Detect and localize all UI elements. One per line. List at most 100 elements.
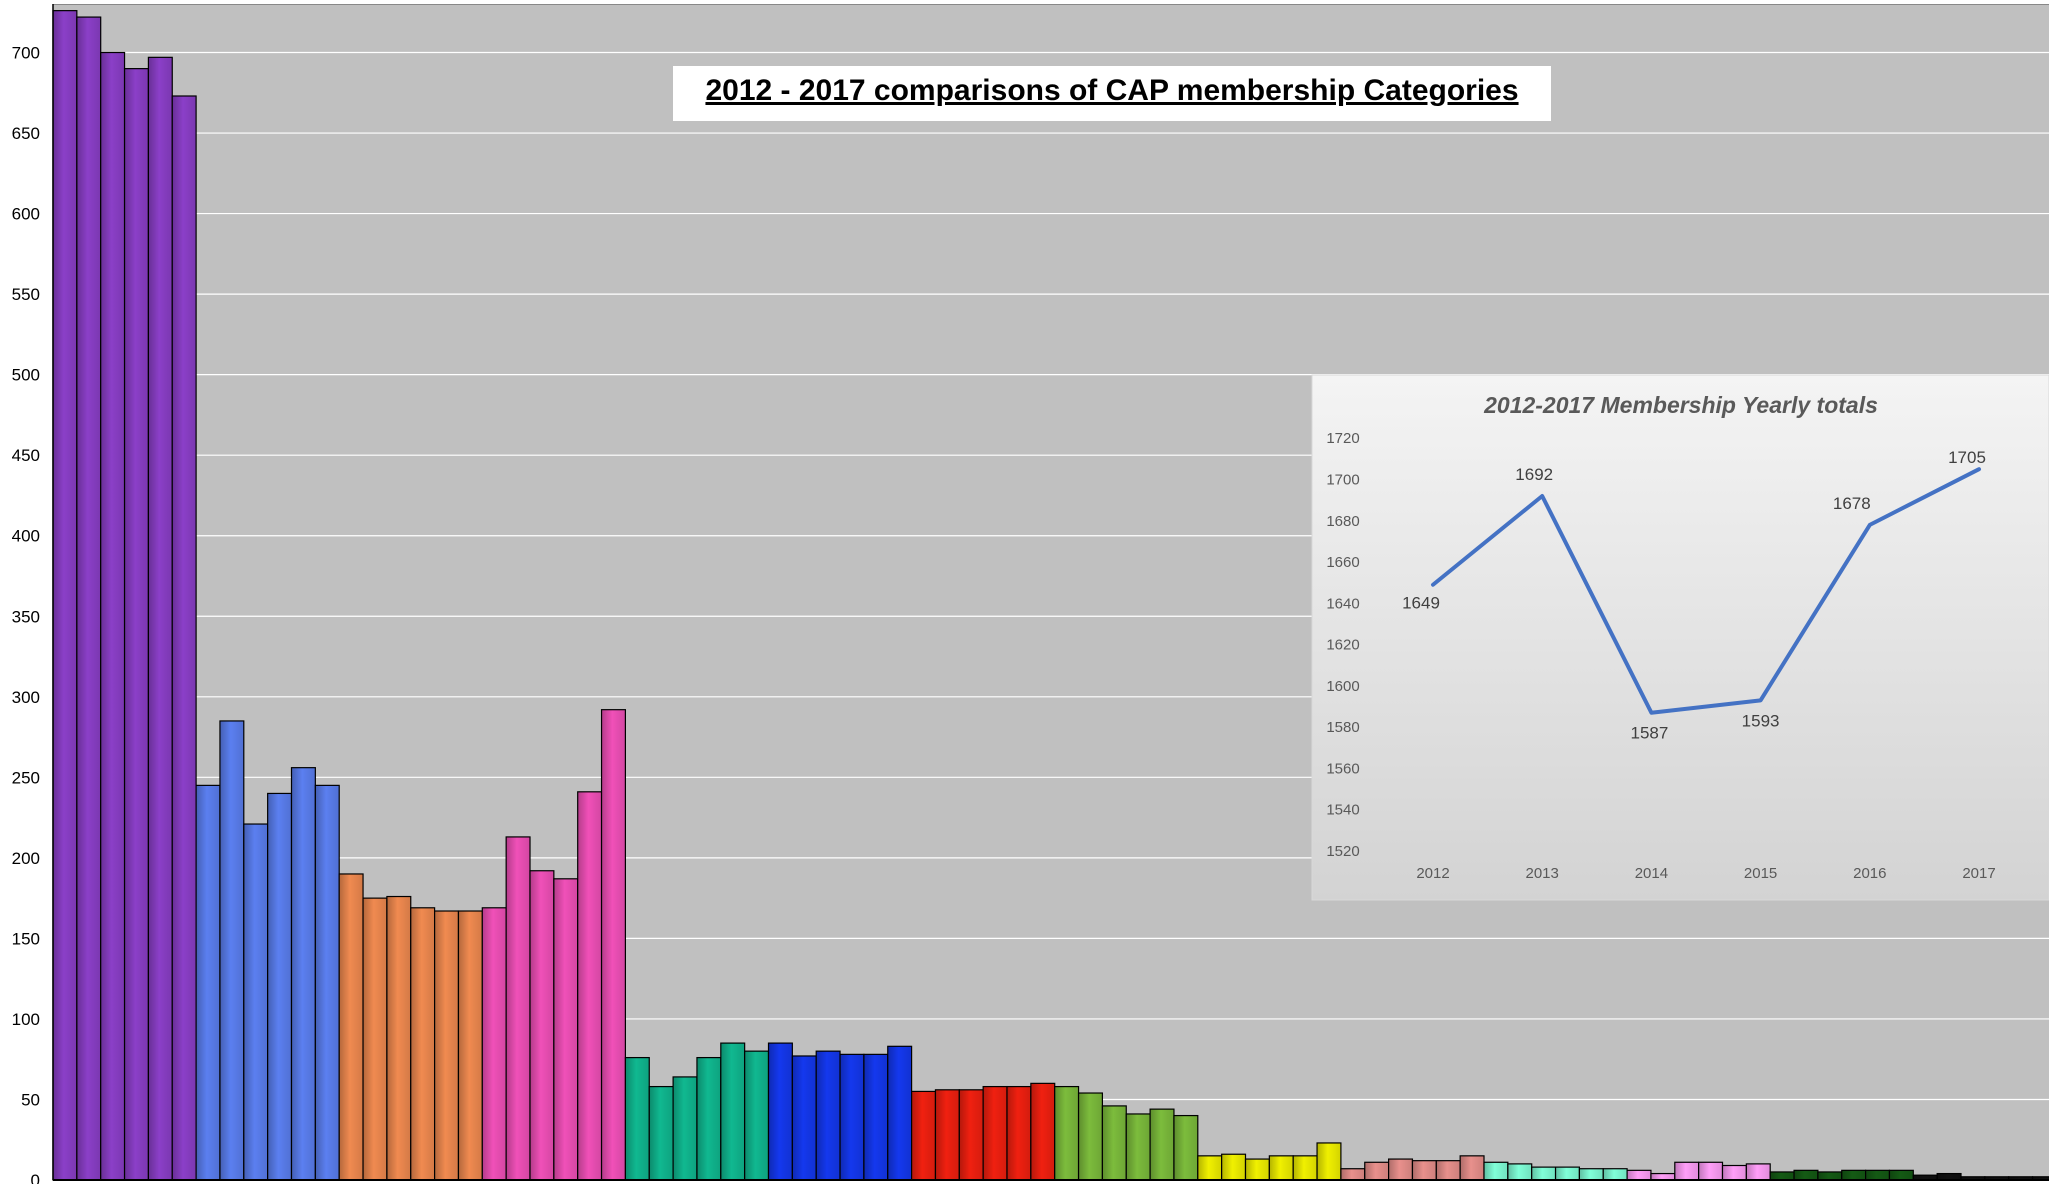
bar-shading <box>2032 1176 2049 1180</box>
bar-shading <box>1078 1093 1103 1180</box>
bar-shading <box>720 1043 745 1180</box>
bar-shading <box>410 907 435 1180</box>
bar-shading <box>1102 1105 1127 1180</box>
bar-shading <box>482 907 507 1180</box>
inset-x-tick-label: 2015 <box>1744 865 1777 882</box>
bar-shading <box>1722 1165 1747 1180</box>
bar-shading <box>983 1086 1007 1180</box>
bar-shading <box>1603 1168 1628 1180</box>
bar-shading <box>1173 1115 1198 1180</box>
bar-shading <box>458 911 483 1180</box>
bar-shading <box>1388 1159 1413 1180</box>
bar-shading <box>76 17 101 1181</box>
bar-shading <box>363 898 387 1180</box>
y-tick-label: 300 <box>12 688 40 707</box>
inset-x-tick-label: 2017 <box>1962 865 1995 882</box>
bar-shading <box>148 57 173 1181</box>
bar-shading <box>887 1046 912 1180</box>
inset-y-tick-label: 1620 <box>1326 637 1359 654</box>
bar-shading <box>1650 1173 1675 1180</box>
bar-shading <box>1889 1170 1914 1180</box>
chart-title: 2012 - 2017 comparisons of CAP membershi… <box>705 74 1518 107</box>
bar-shading <box>196 785 220 1180</box>
inset-x-tick-label: 2014 <box>1635 865 1668 882</box>
bar-shading <box>1674 1162 1699 1180</box>
bar-shading <box>1269 1155 1294 1180</box>
inset-y-tick-label: 1700 <box>1326 471 1359 488</box>
title-box <box>673 66 1551 121</box>
bar-shading <box>840 1054 864 1180</box>
bar-shading <box>1007 1086 1031 1180</box>
bar-shading <box>935 1089 960 1180</box>
bar-shading <box>1364 1162 1389 1180</box>
bar-shading <box>816 1051 841 1180</box>
bar-shading <box>959 1089 984 1180</box>
bar-shading <box>1817 1171 1842 1180</box>
bar-shading <box>506 836 530 1180</box>
bar-shading <box>53 10 77 1180</box>
y-tick-label: 150 <box>12 929 40 948</box>
inset-y-tick-label: 1680 <box>1326 513 1359 530</box>
bar-shading <box>1961 1176 1985 1180</box>
bar-shading <box>601 709 626 1180</box>
y-axis-tick-labels: 0 50 100 150 200 250 300 350 400 450 500 550 600 650 7… <box>12 44 40 1189</box>
bar-series <box>52 10 2049 1181</box>
bar-shading <box>1531 1167 1556 1180</box>
inset-x-tick-label: 2012 <box>1416 865 1449 882</box>
bar-shading <box>1484 1162 1508 1180</box>
bar-shading <box>1627 1170 1651 1180</box>
bar-shading <box>1507 1163 1532 1180</box>
bar-shading <box>219 720 244 1180</box>
bar-shading <box>911 1091 936 1180</box>
bar-shading <box>1245 1159 1270 1180</box>
inset-data-label: 1587 <box>1630 724 1668 743</box>
inset-y-tick-label: 1660 <box>1326 554 1359 571</box>
bar-shading <box>315 785 340 1180</box>
bar-shading <box>267 793 292 1180</box>
inset-background <box>1311 374 2049 901</box>
bar-shading <box>1794 1170 1818 1180</box>
bar-shading <box>1030 1083 1055 1180</box>
bar-shading <box>1221 1154 1246 1180</box>
bar-shading <box>1412 1160 1437 1180</box>
y-tick-label: 450 <box>12 446 40 465</box>
bar-shading <box>1865 1170 1890 1180</box>
bar-shading <box>1913 1175 1938 1180</box>
bar-shading <box>744 1051 769 1180</box>
inset-series-line <box>1431 467 1981 715</box>
inset-chart-title: 2012-2017 Membership Yearly totals <box>1483 392 1878 418</box>
inset-data-label: 1649 <box>1402 594 1440 613</box>
inset-data-label: 1593 <box>1742 711 1780 730</box>
inset-data-labels: 1649 1692 1587 1593 1678 1705 <box>1402 448 1986 743</box>
bar-shading <box>386 896 411 1180</box>
bar-shading <box>2008 1176 2033 1180</box>
bar-shading <box>1984 1176 2009 1180</box>
bar-shading <box>1770 1171 1795 1180</box>
bar-shading <box>1126 1113 1151 1180</box>
bar-shading <box>1460 1155 1484 1180</box>
bar-shading <box>792 1055 817 1180</box>
bar-shading <box>291 767 316 1180</box>
inset-y-tick-label: 1520 <box>1326 843 1359 860</box>
bar-shading <box>172 95 197 1180</box>
bar-shading <box>768 1043 793 1180</box>
y-tick-label: 500 <box>12 366 40 385</box>
bar-shading <box>1340 1168 1365 1180</box>
bar-shading <box>1698 1162 1723 1180</box>
bar-shading <box>1436 1160 1461 1180</box>
bar-shading <box>339 873 364 1180</box>
bar-shading <box>673 1076 697 1180</box>
bar-shading <box>1293 1155 1318 1180</box>
bar-shading <box>649 1086 674 1180</box>
bar-shading <box>1746 1163 1771 1180</box>
inset-data-label: 1692 <box>1515 465 1553 484</box>
y-tick-label: 650 <box>12 124 40 143</box>
inset-y-tick-label: 1720 <box>1326 430 1359 447</box>
bar-shading <box>530 870 554 1180</box>
y-tick-label: 600 <box>12 205 40 224</box>
bar-shading <box>1579 1168 1604 1180</box>
bar-shading <box>1555 1167 1580 1180</box>
inset-y-tick-label: 1540 <box>1326 802 1359 819</box>
